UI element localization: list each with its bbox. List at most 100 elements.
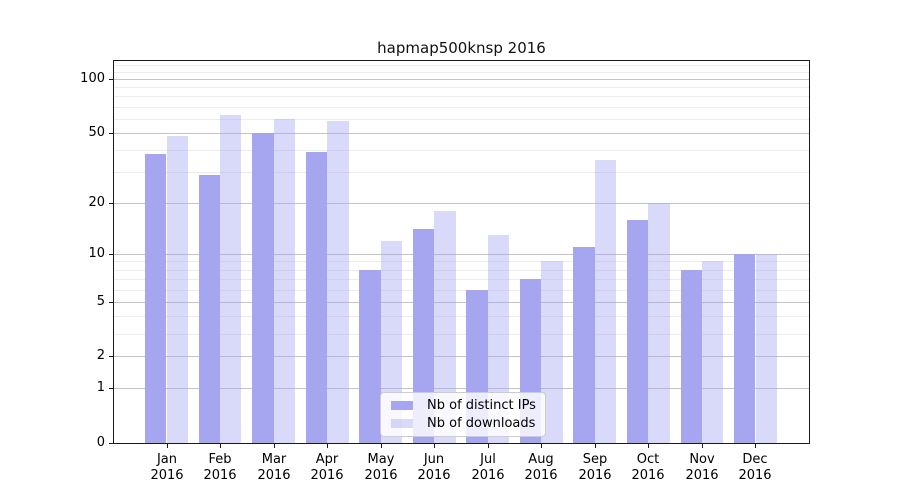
x-tick-month: Dec bbox=[742, 452, 768, 467]
y-tick-0 bbox=[109, 443, 113, 444]
y-tick-5 bbox=[109, 302, 113, 303]
bar-downloads-feb bbox=[220, 115, 242, 443]
gridline-major-1 bbox=[114, 388, 809, 389]
bar-ips-sep bbox=[573, 247, 595, 443]
x-tick-month: Jan bbox=[156, 452, 178, 467]
x-tick-year: 2016 bbox=[578, 468, 612, 483]
x-tick-year: 2016 bbox=[150, 468, 184, 483]
legend: Nb of distinct IPs Nb of downloads bbox=[380, 392, 546, 437]
y-tick-label-0: 0 bbox=[96, 435, 105, 450]
legend-row-distinct-ips: Nb of distinct IPs bbox=[391, 398, 536, 414]
legend-swatch-downloads bbox=[391, 418, 413, 428]
x-tick-year: 2016 bbox=[203, 468, 237, 483]
bar-downloads-jan bbox=[166, 136, 188, 443]
x-tick-aug bbox=[541, 444, 542, 448]
gridline-minor-110 bbox=[114, 72, 809, 73]
y-tick-100 bbox=[109, 79, 113, 80]
x-tick-label-oct: Oct 2016 bbox=[618, 452, 678, 484]
x-tick-year: 2016 bbox=[364, 468, 398, 483]
x-tick-label-sep: Sep 2016 bbox=[565, 452, 625, 484]
legend-label-distinct-ips: Nb of distinct IPs bbox=[427, 398, 536, 414]
bar-ips-may bbox=[359, 269, 381, 443]
x-tick-label-dec: Dec 2016 bbox=[725, 452, 785, 484]
gridline-minor-7 bbox=[114, 279, 809, 280]
x-tick-month: Feb bbox=[208, 452, 232, 467]
spine-bottom bbox=[113, 443, 810, 444]
bar-downloads-jul bbox=[487, 234, 510, 443]
gridline-minor-30 bbox=[114, 172, 809, 173]
x-tick-label-nov: Nov 2016 bbox=[672, 452, 732, 484]
y-tick-2 bbox=[109, 356, 113, 357]
bar-ips-jan bbox=[145, 154, 167, 443]
x-tick-month: Jul bbox=[480, 452, 496, 467]
bar-ips-mar bbox=[252, 132, 274, 443]
gridline-minor-80 bbox=[114, 96, 809, 97]
bar-ips-dec bbox=[734, 253, 756, 443]
x-tick-label-jun: Jun 2016 bbox=[404, 452, 464, 484]
x-tick-feb bbox=[220, 444, 221, 448]
gridline-minor-9 bbox=[114, 261, 809, 262]
gridline-major-20 bbox=[114, 203, 809, 204]
x-tick-year: 2016 bbox=[471, 468, 505, 483]
x-tick-jun bbox=[434, 444, 435, 448]
y-tick-label-5: 5 bbox=[96, 294, 105, 309]
gridline-minor-60 bbox=[114, 119, 809, 120]
gridline-minor-70 bbox=[114, 107, 809, 108]
x-tick-year: 2016 bbox=[310, 468, 344, 483]
x-tick-dec bbox=[755, 444, 756, 448]
x-tick-month: Mar bbox=[261, 452, 287, 467]
plot-area bbox=[113, 60, 810, 444]
bar-downloads-apr bbox=[327, 121, 349, 443]
gridline-minor-6 bbox=[114, 290, 809, 291]
y-tick-label-10: 10 bbox=[88, 246, 105, 261]
x-tick-year: 2016 bbox=[524, 468, 558, 483]
x-tick-label-may: May 2016 bbox=[351, 452, 411, 484]
x-tick-label-feb: Feb 2016 bbox=[190, 452, 250, 484]
x-tick-month: Apr bbox=[315, 452, 339, 467]
legend-swatch-distinct-ips bbox=[391, 401, 413, 411]
x-tick-label-mar: Mar 2016 bbox=[244, 452, 304, 484]
x-tick-may bbox=[381, 444, 382, 448]
x-tick-month: May bbox=[367, 452, 395, 467]
y-tick-label-50: 50 bbox=[88, 125, 105, 140]
x-tick-year: 2016 bbox=[685, 468, 719, 483]
gridline-minor-3 bbox=[114, 334, 809, 335]
spine-left bbox=[113, 60, 114, 444]
bar-ips-jun bbox=[412, 229, 435, 443]
gridline-minor-120 bbox=[114, 65, 809, 66]
gridline-major-2 bbox=[114, 356, 809, 357]
x-tick-jan bbox=[167, 444, 168, 448]
x-tick-year: 2016 bbox=[417, 468, 451, 483]
y-tick-label-20: 20 bbox=[88, 195, 105, 210]
bar-ips-feb bbox=[198, 174, 221, 443]
gridline-major-100 bbox=[114, 79, 809, 80]
y-tick-label-2: 2 bbox=[96, 348, 105, 363]
y-tick-label-1: 1 bbox=[96, 380, 105, 395]
x-tick-month: Oct bbox=[636, 452, 660, 467]
gridline-minor-8 bbox=[114, 270, 809, 271]
x-tick-nov bbox=[702, 444, 703, 448]
bar-downloads-oct bbox=[648, 202, 670, 443]
gridline-major-10 bbox=[114, 254, 809, 255]
x-tick-apr bbox=[327, 444, 328, 448]
y-tick-20 bbox=[109, 203, 113, 204]
gridline-minor-4 bbox=[114, 316, 809, 317]
x-tick-label-apr: Apr 2016 bbox=[297, 452, 357, 484]
chart-title: hapmap500knsp 2016 bbox=[377, 39, 546, 57]
x-tick-month: Sep bbox=[582, 452, 608, 467]
y-tick-50 bbox=[109, 133, 113, 134]
x-tick-label-aug: Aug 2016 bbox=[511, 452, 571, 484]
x-tick-month: Nov bbox=[689, 452, 715, 467]
gridline-major-5 bbox=[114, 302, 809, 303]
bar-downloads-jun bbox=[434, 210, 456, 443]
x-tick-month: Jun bbox=[423, 452, 445, 467]
spine-top bbox=[113, 60, 810, 61]
x-tick-label-jul: Jul 2016 bbox=[458, 452, 518, 484]
x-tick-year: 2016 bbox=[631, 468, 665, 483]
x-tick-jul bbox=[488, 444, 489, 448]
x-tick-year: 2016 bbox=[738, 468, 772, 483]
x-tick-sep bbox=[595, 444, 596, 448]
bar-ips-nov bbox=[680, 269, 702, 443]
bar-downloads-mar bbox=[273, 118, 295, 443]
